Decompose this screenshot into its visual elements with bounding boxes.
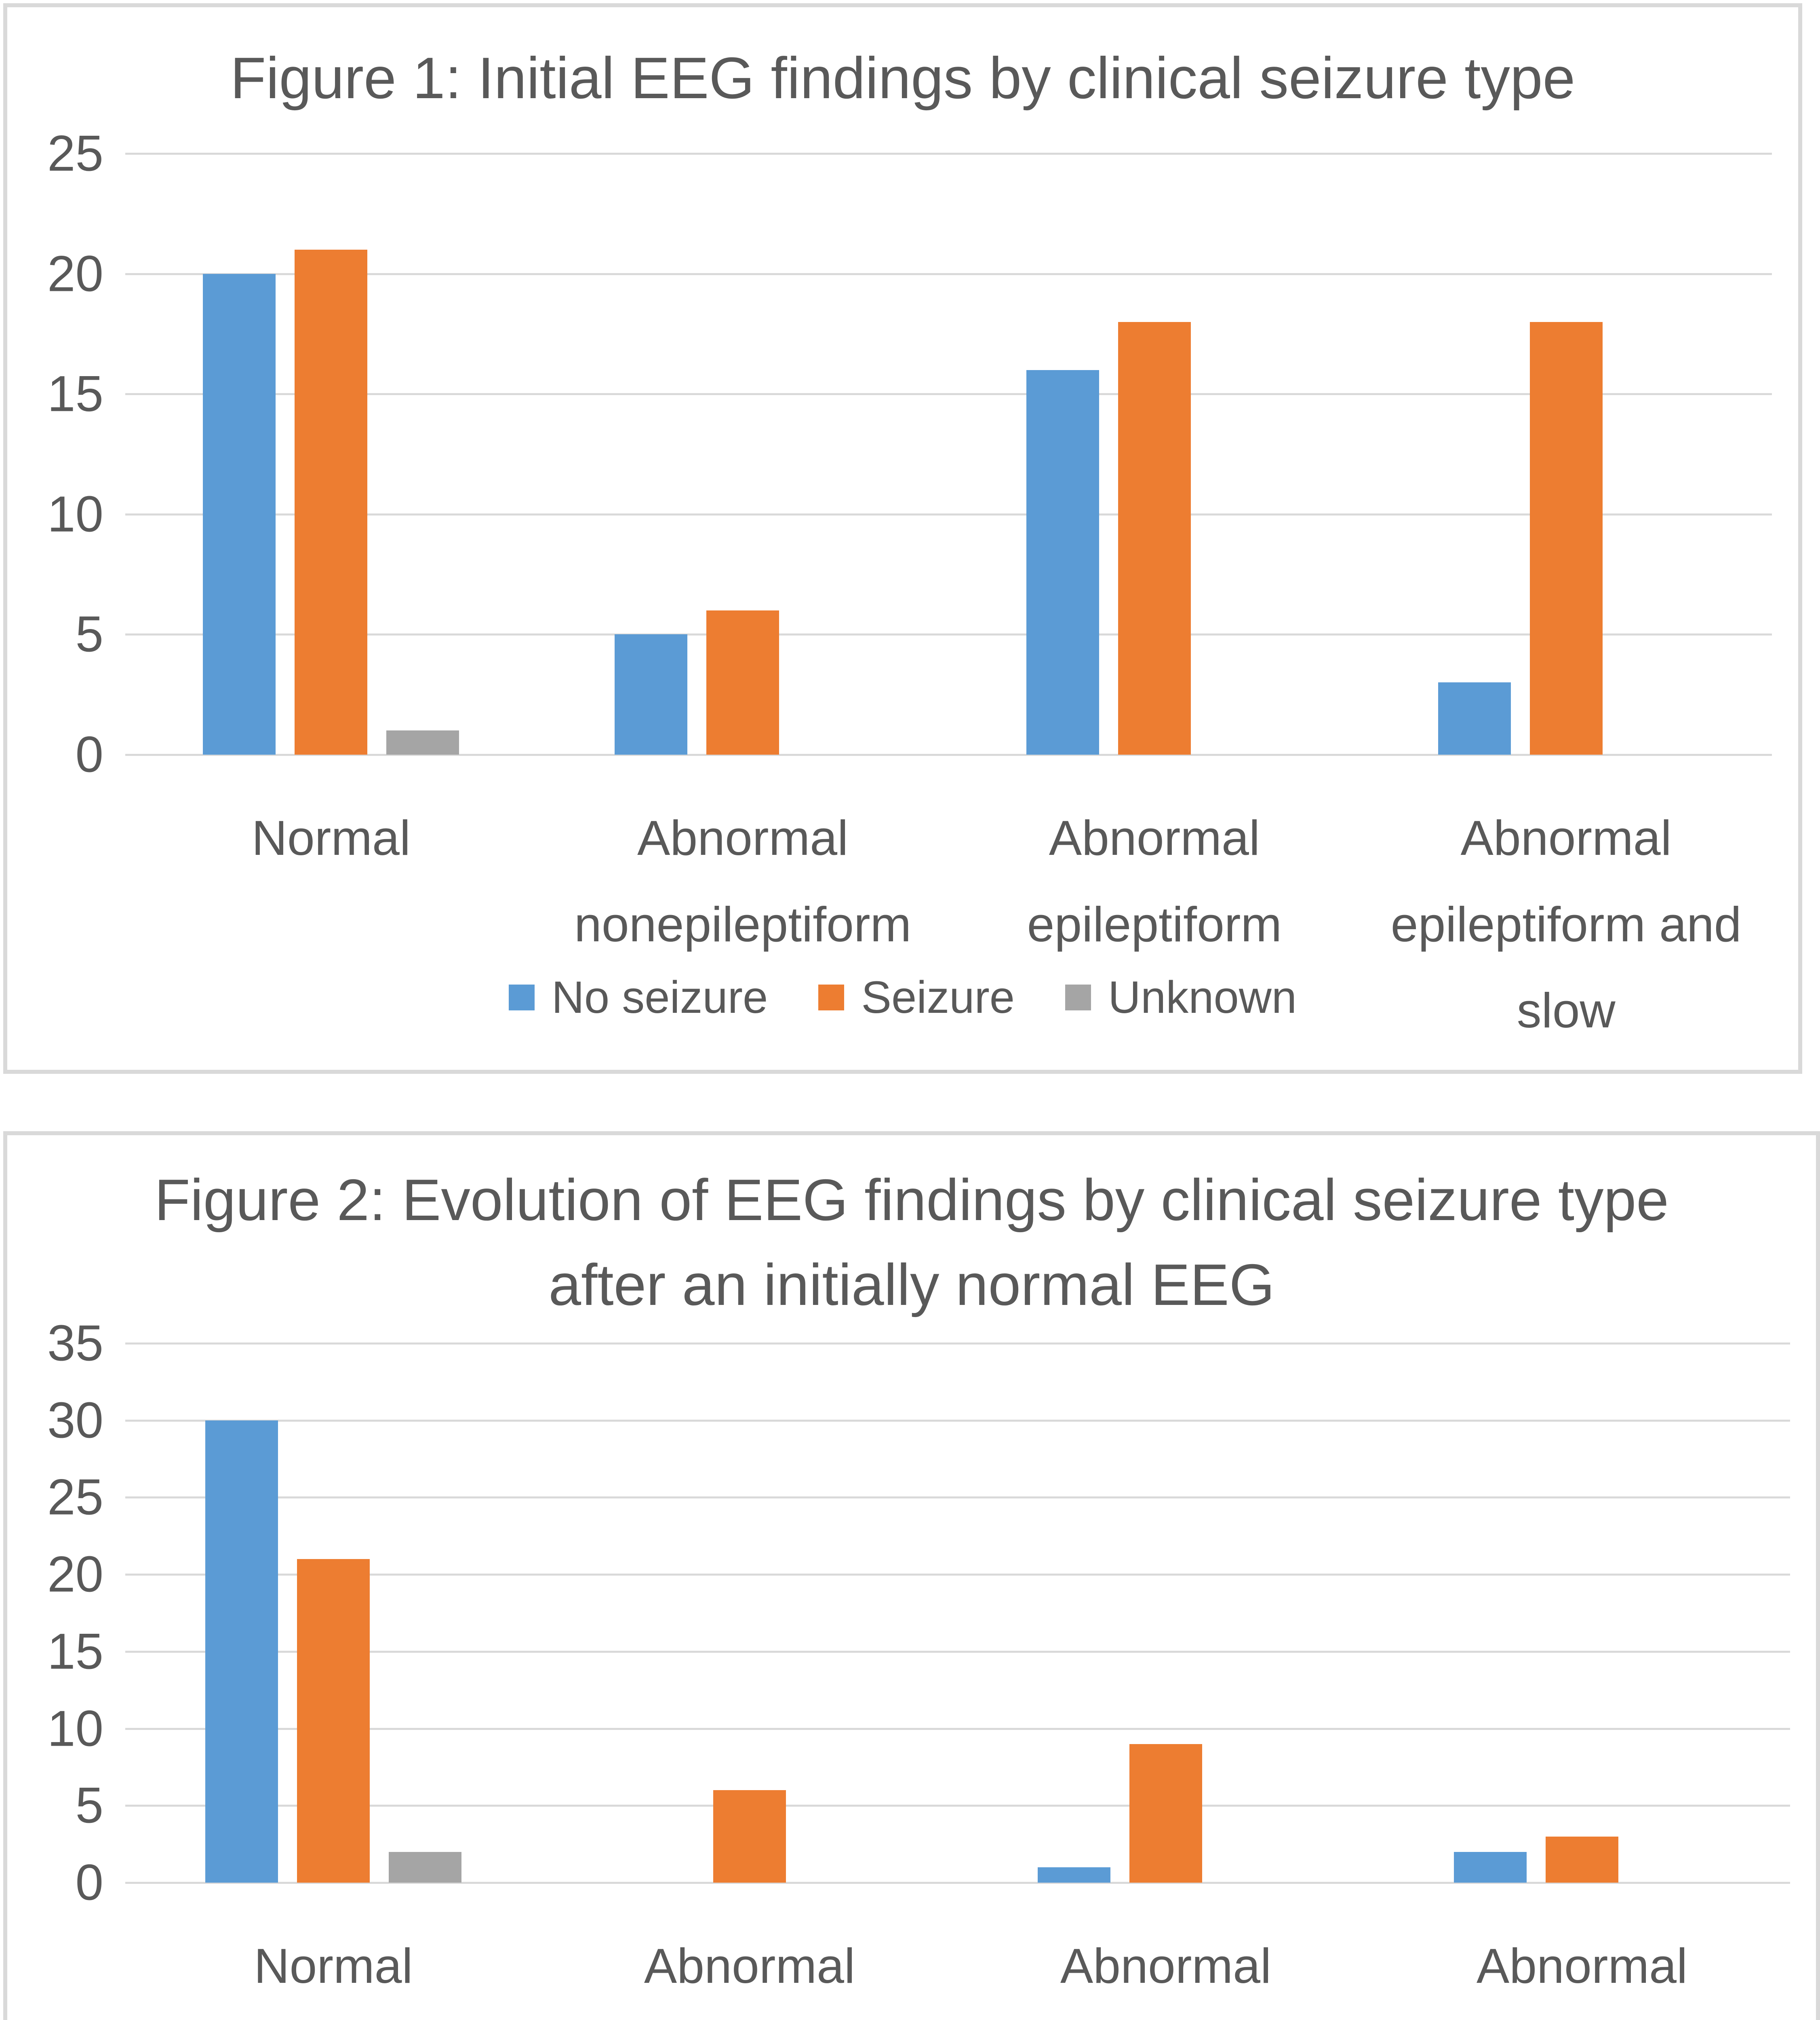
figure-1-gridline-25 (125, 153, 1772, 155)
legend-swatch-icon (818, 985, 845, 1010)
figure-1-y-tick-label-15: 15 (47, 366, 103, 422)
figure2-x-axis-labels: Normal Abnormal nonepileptiform Abnormal e… (125, 1923, 1790, 2020)
figure2-title: Figure 2: Evolution of EEG findings by c… (154, 1167, 1669, 1318)
legend-swatch-icon (508, 985, 535, 1010)
legend-swatch-icon (1065, 985, 1091, 1010)
figure-2-y-tick-label-35: 35 (47, 1315, 103, 1372)
figure-2-gridline-25 (125, 1496, 1790, 1499)
figure-1-legend-item-seizure: Seizure (818, 975, 1015, 1020)
figure-1-y-tick-label-20: 20 (47, 246, 103, 302)
figure-1-gridline-15 (125, 393, 1772, 396)
figure2-plot-area (125, 1342, 1790, 1884)
legend-label: Unknown (1108, 972, 1297, 1023)
figure-2-bar-no-seizure-4 (1454, 1852, 1527, 1883)
figure2-panel: Figure 2: Evolution of EEG findings by c… (3, 1131, 1820, 2020)
figure-2-bar-seizure-4 (1546, 1836, 1618, 1883)
figure-2-y-tick-label-0: 0 (75, 1854, 103, 1911)
figure1-title: Figure 1: Initial EEG findings by clinic… (230, 45, 1576, 111)
figure-2-bar-seizure-2 (713, 1790, 786, 1883)
figure-1-category-group-4 (1360, 154, 1772, 755)
figure2-y-axis: 0 5 10 15 20 25 30 35 (7, 1318, 103, 1908)
figure-1-bar-no-seizure-4 (1438, 682, 1511, 755)
legend-label: No seizure (551, 972, 768, 1023)
figure-2-x-label-2: Abnormal nonepileptiform (644, 1938, 855, 1993)
figure-1-bar-seizure-3 (1118, 322, 1191, 755)
figure-1-bar-seizure-4 (1529, 322, 1603, 755)
figure-2-category-group-2 (541, 1343, 958, 1883)
figure-2-y-tick-label-20: 20 (47, 1546, 103, 1603)
figure-1-y-tick-label-0: 0 (75, 726, 103, 783)
figure-2-gridline-35 (125, 1342, 1790, 1345)
figure1-x-axis-labels: Normal Abnormal nonepileptiform Abnormal e… (125, 795, 1772, 1054)
figure-2-category-group-4 (1374, 1343, 1790, 1883)
figure-2-gridline-0 (125, 1882, 1790, 1884)
figure-1-bar-seizure-1 (295, 250, 368, 755)
figure-1-legend-item-no-seizure: No seizure (508, 972, 768, 1023)
figure-1-bar-seizure-2 (706, 610, 779, 755)
figure-2-gridline-15 (125, 1650, 1790, 1653)
figure-1-y-tick-label-25: 25 (47, 125, 103, 182)
figure-1-x-label-3: Abnormal epileptiform (1027, 810, 1282, 952)
legend-label: Seizure (861, 972, 1015, 1023)
figure-2-bar-no-seizure-1 (205, 1420, 278, 1883)
figure-2-bar-seizure-3 (1129, 1744, 1202, 1883)
figure1-legend: No seizure Seizure Unknown (7, 975, 1798, 1020)
figure-2-gridline-5 (125, 1805, 1790, 1807)
figure-1-gridline-20 (125, 273, 1772, 275)
figure1-panel: Figure 1: Initial EEG findings by clinic… (3, 3, 1802, 1074)
figure-1-gridline-0 (125, 754, 1772, 756)
figure-1-bar-no-seizure-2 (615, 634, 688, 755)
figure-1-bar-no-seizure-1 (203, 274, 276, 755)
figure1-y-axis: 0 5 10 15 20 25 (7, 128, 103, 780)
figure-1-category-group-2 (537, 154, 949, 755)
figure-1-bar-no-seizure-3 (1026, 370, 1099, 755)
figure-2-x-label-3: Abnormal epileptiform (1060, 1938, 1272, 1993)
figure-2-x-label-4: Abnormal epileptiform and slow (1476, 1938, 1688, 1993)
figure-2-bar-unknown-1 (389, 1852, 461, 1883)
figure-2-y-tick-label-30: 30 (47, 1392, 103, 1449)
figure-2-bar-seizure-1 (297, 1559, 370, 1883)
figure-2-gridline-10 (125, 1728, 1790, 1730)
figure-1-x-label-4: Abnormal epileptiform and slow (1390, 810, 1742, 1038)
figure-2-gridline-30 (125, 1419, 1790, 1422)
figure-2-y-tick-label-15: 15 (47, 1623, 103, 1680)
figure-1-legend-item-unknown: Unknown (1065, 975, 1297, 1020)
figure-1-x-label-1: Normal (251, 810, 411, 865)
figure-2-category-group-3 (958, 1343, 1374, 1883)
figure-2-bar-no-seizure-3 (1038, 1867, 1110, 1883)
figure-1-x-label-2: Abnormal nonepileptiform (574, 810, 912, 952)
figure-2-x-label-1: Normal (254, 1938, 413, 1993)
figure-2-y-tick-label-25: 25 (47, 1469, 103, 1526)
figure-1-gridline-5 (125, 633, 1772, 636)
figure1-plot-area (125, 153, 1772, 756)
figure-2-category-group-1 (125, 1343, 541, 1883)
figure-2-gridline-20 (125, 1574, 1790, 1576)
figure-2-y-tick-label-10: 10 (47, 1700, 103, 1757)
figure-1-category-group-1 (125, 154, 537, 755)
figure-1-y-tick-label-5: 5 (75, 606, 103, 663)
figure-1-bar-unknown-1 (386, 730, 459, 755)
figure-2-y-tick-label-5: 5 (75, 1777, 103, 1834)
figure-1-gridline-10 (125, 513, 1772, 516)
figure-1-y-tick-label-10: 10 (47, 486, 103, 543)
figure-1-category-group-3 (949, 154, 1361, 755)
